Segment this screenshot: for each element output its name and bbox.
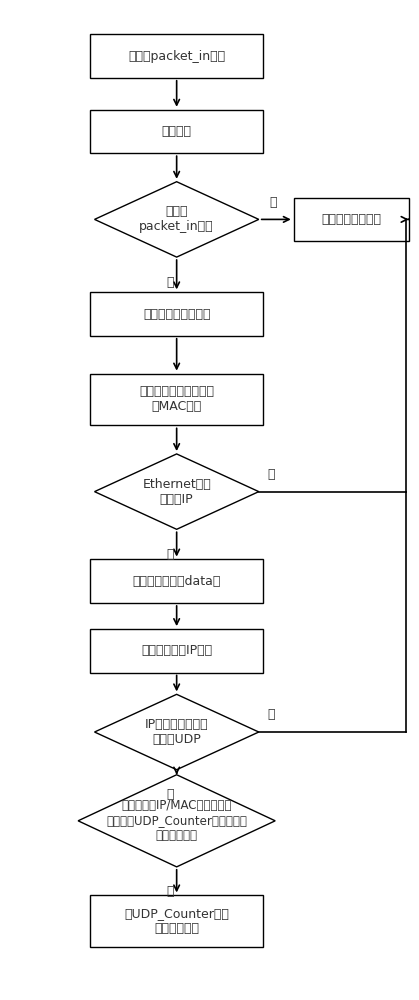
- FancyBboxPatch shape: [91, 559, 263, 603]
- Text: 解析以太网帧的data域: 解析以太网帧的data域: [132, 575, 221, 588]
- Polygon shape: [95, 454, 259, 529]
- Text: 否: 否: [267, 708, 274, 721]
- Text: 是: 是: [167, 548, 174, 561]
- Text: 交换机获取输入端口: 交换机获取输入端口: [143, 308, 210, 321]
- Text: 是: 是: [167, 788, 174, 801]
- FancyBboxPatch shape: [91, 629, 263, 673]
- Text: 是: 是: [167, 885, 174, 898]
- FancyBboxPatch shape: [91, 374, 263, 425]
- Text: 接收到packet_in消息: 接收到packet_in消息: [128, 50, 225, 63]
- Polygon shape: [95, 182, 259, 257]
- Text: 否: 否: [267, 468, 274, 481]
- Polygon shape: [78, 775, 275, 867]
- Text: IP报文的协议类型
是否为UDP: IP报文的协议类型 是否为UDP: [145, 718, 209, 746]
- Text: 解析出源目的IP地址: 解析出源目的IP地址: [141, 644, 212, 657]
- Text: 从以太网帧头获取源目
的MAC地址: 从以太网帧头获取源目 的MAC地址: [139, 385, 214, 413]
- Text: 是否为
packet_in消息: 是否为 packet_in消息: [140, 205, 214, 233]
- Text: 是: 是: [167, 276, 174, 289]
- Text: 否: 否: [269, 196, 277, 209]
- Text: 在UDP_Counter表中
建立哈希表项: 在UDP_Counter表中 建立哈希表项: [124, 907, 229, 935]
- Text: 消息解析: 消息解析: [162, 125, 191, 138]
- Text: 其他后续模块处理: 其他后续模块处理: [321, 213, 381, 226]
- FancyBboxPatch shape: [91, 110, 263, 153]
- FancyBboxPatch shape: [91, 292, 263, 336]
- FancyBboxPatch shape: [91, 895, 263, 947]
- FancyBboxPatch shape: [294, 198, 409, 241]
- Polygon shape: [95, 694, 259, 770]
- Text: 以源地址（IP/MAC），目的地
址，检索UDP_Counter哈希表相应
表项是否存在: 以源地址（IP/MAC），目的地 址，检索UDP_Counter哈希表相应 表项…: [106, 799, 247, 842]
- Text: Ethernet类型
是否为IP: Ethernet类型 是否为IP: [142, 478, 211, 506]
- FancyBboxPatch shape: [91, 34, 263, 78]
